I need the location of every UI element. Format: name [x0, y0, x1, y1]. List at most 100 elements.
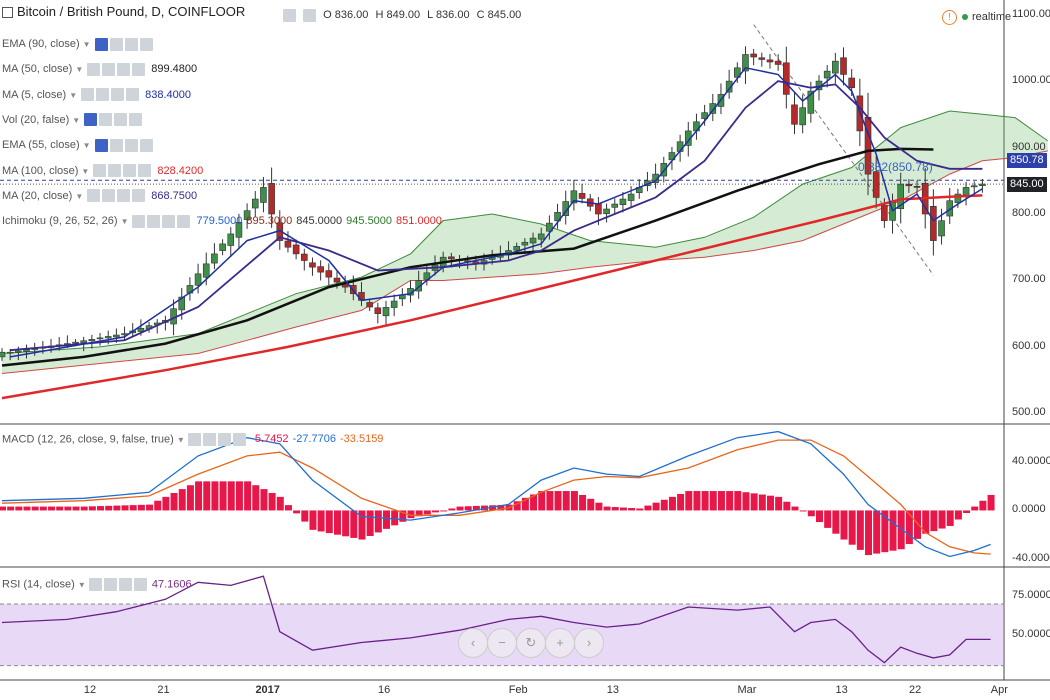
warning-icon[interactable]: ! [942, 10, 957, 25]
macd-histogram-bar [244, 481, 252, 511]
indicator-row[interactable]: MA (50, close) ▼ 899.4800 [2, 60, 197, 78]
indicator-row[interactable]: MA (5, close) ▼ 838.4000 [2, 86, 191, 104]
macd-histogram-bar [595, 502, 603, 511]
gear-icon[interactable] [103, 578, 117, 591]
macd-line [1, 430, 991, 558]
macd-histogram-bar [154, 500, 162, 511]
close-icon[interactable] [126, 88, 140, 102]
close-icon[interactable] [129, 113, 143, 127]
gear-icon[interactable] [96, 88, 110, 102]
caret-icon[interactable]: ▼ [81, 166, 90, 176]
indicator-row[interactable]: EMA (90, close) ▼ [2, 35, 155, 53]
scroll-left-button[interactable]: ‹ [458, 628, 488, 658]
eye-icon[interactable] [303, 9, 317, 22]
price-tick-label: 1100.00 [1012, 7, 1050, 20]
macd-histogram-bar [905, 510, 913, 545]
add-icon[interactable] [123, 164, 137, 178]
close-icon[interactable] [139, 138, 153, 152]
macd-histogram-bar [938, 510, 946, 529]
macd-histogram-bar [342, 510, 350, 537]
macd-histogram-bar [742, 492, 750, 511]
indicator-row[interactable]: MA (20, close) ▼ 868.7500 [2, 187, 197, 205]
eye-icon[interactable] [87, 62, 101, 76]
macd-histogram-bar [693, 491, 701, 511]
eye-icon[interactable] [132, 214, 146, 228]
add-icon[interactable] [118, 578, 132, 591]
add-icon[interactable] [114, 113, 128, 127]
eye-icon[interactable] [84, 113, 98, 127]
add-icon[interactable] [117, 189, 131, 203]
caret-icon[interactable]: ▼ [72, 115, 81, 125]
close-icon[interactable] [138, 164, 152, 178]
scroll-right-button[interactable]: › [574, 628, 604, 658]
macd-histogram-bar [791, 506, 799, 511]
candle-body [423, 272, 431, 280]
close-icon[interactable] [232, 433, 246, 446]
gear-icon[interactable] [109, 37, 123, 51]
gear-icon[interactable] [102, 189, 116, 203]
add-icon[interactable] [124, 37, 138, 51]
settings-icon[interactable] [88, 578, 102, 591]
caret-icon[interactable]: ▼ [82, 141, 91, 151]
add-icon[interactable] [111, 88, 125, 102]
indicator-label: EMA (55, close) [2, 139, 80, 152]
caret-icon[interactable]: ▼ [82, 40, 91, 49]
macd-histogram-bar [325, 510, 333, 534]
candle-body [382, 307, 390, 317]
collapse-icon[interactable] [2, 7, 13, 19]
macd-histogram-bar [121, 505, 129, 511]
gear-icon[interactable] [108, 164, 122, 178]
indicator-row[interactable]: EMA (55, close) ▼ [2, 136, 155, 154]
eye-icon[interactable] [94, 37, 108, 51]
caret-icon[interactable]: ▼ [69, 90, 78, 100]
reset-button[interactable]: ↻ [516, 628, 546, 658]
zoom-out-button[interactable]: − [487, 628, 517, 658]
eye-icon[interactable] [87, 189, 101, 203]
candle-body [595, 203, 602, 215]
macd-histogram-bar [374, 510, 382, 533]
gear-icon[interactable] [102, 62, 116, 76]
close-icon[interactable] [132, 189, 146, 203]
gear-icon[interactable] [147, 214, 161, 228]
macd-histogram-bar [0, 506, 6, 511]
caret-icon[interactable]: ▼ [120, 217, 129, 227]
ohlc-close: C 845.00 [476, 9, 522, 22]
add-icon[interactable] [162, 214, 176, 228]
indicator-label: MA (20, close) [2, 189, 73, 202]
eye-icon[interactable] [81, 88, 95, 102]
macd-histogram-bar [717, 491, 725, 511]
candle-body [872, 171, 880, 198]
macd-histogram-bar [64, 506, 72, 511]
gear-icon[interactable] [99, 113, 113, 127]
rsi-line [1, 575, 991, 664]
eye-icon[interactable] [94, 138, 108, 152]
candle-body [930, 205, 937, 241]
indicator-row[interactable]: Vol (20, false) ▼ [2, 111, 144, 129]
zoom-in-button[interactable]: + [545, 628, 575, 658]
caret-icon[interactable]: ▼ [176, 435, 185, 445]
macd-histogram-bar [423, 510, 431, 515]
macd-histogram-bar [284, 505, 292, 511]
settings-icon[interactable] [187, 433, 201, 446]
indicator-row[interactable]: MA (100, close) ▼ 828.4200 [2, 162, 203, 180]
settings-icon[interactable] [283, 9, 296, 22]
ichimoku-value: 895.3000 [246, 215, 293, 228]
add-icon[interactable] [117, 62, 131, 76]
indicator-row[interactable]: Ichimoku (9, 26, 52, 26) ▼ 779.5000 895.300… [2, 212, 442, 230]
caret-icon[interactable]: ▼ [75, 65, 84, 75]
eye-icon[interactable] [93, 164, 107, 178]
caret-icon[interactable]: ▼ [77, 580, 86, 590]
gear-icon[interactable] [109, 138, 123, 152]
close-icon[interactable] [133, 578, 147, 591]
caret-icon[interactable]: ▼ [75, 191, 84, 201]
macd-histogram-bar [636, 508, 644, 511]
add-icon[interactable] [217, 433, 231, 446]
add-icon[interactable] [124, 138, 138, 152]
symbol-title: Bitcoin / British Pound, D, COINFLOOR [17, 4, 246, 19]
close-icon[interactable] [177, 214, 191, 228]
time-tick-label: 22 [909, 684, 922, 696]
gear-icon[interactable] [202, 433, 216, 446]
close-icon[interactable] [132, 62, 146, 76]
close-icon[interactable] [139, 37, 153, 51]
